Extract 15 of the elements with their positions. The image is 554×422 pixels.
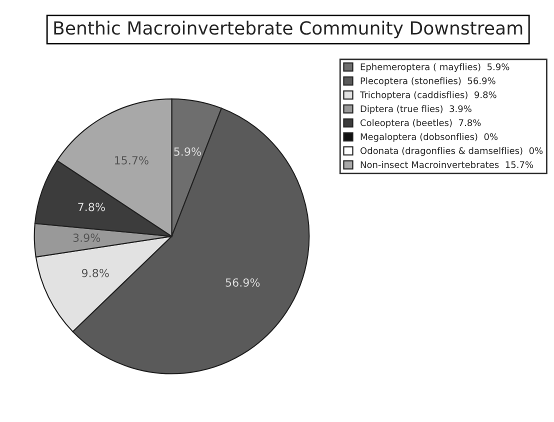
data-label: 9.8% <box>82 268 109 278</box>
data-label: 3.9% <box>73 234 100 242</box>
legend-label: Coleoptera (beetles) 7.8% <box>360 119 481 128</box>
data-label: 7.8% <box>78 202 105 212</box>
chart-title: Benthic Macroinvertebrate Community Downstream <box>54 20 522 38</box>
data-label: 5.9% <box>174 147 201 156</box>
data-label: 56.9% <box>226 278 260 287</box>
data-label: 15.7% <box>114 156 148 165</box>
legend-label: Plecoptera (stoneflies) 56.9% <box>360 77 496 86</box>
legend-label: Non-insect Macroinvertebrates 15.7% <box>360 161 534 168</box>
legend-label: Ephemeroptera ( mayflies) 5.9% <box>360 63 510 72</box>
legend-label: Megaloptera (dobsonflies) 0% <box>360 133 498 142</box>
legend-label: Odonata (dragonflies & damselflies) 0% <box>360 147 543 156</box>
legend-label: Diptera (true flies) 3.9% <box>360 105 472 114</box>
legend-label: Trichoptera (caddisflies) 9.8% <box>360 91 496 100</box>
